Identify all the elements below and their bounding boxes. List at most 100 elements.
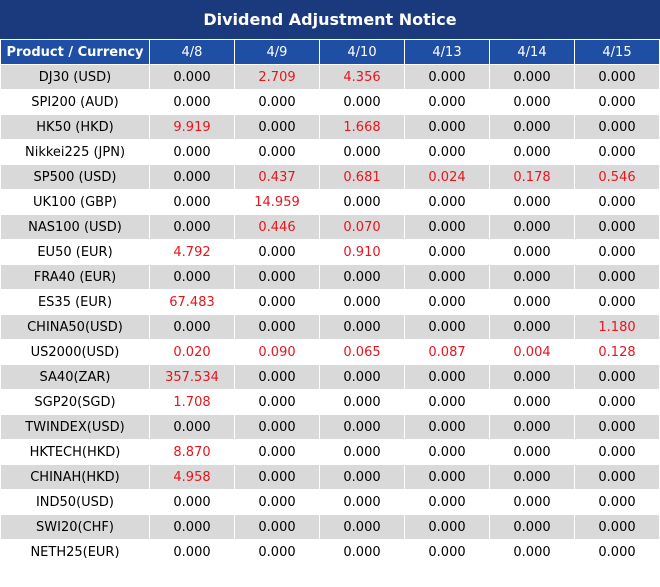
value-cell: 0.000: [404, 314, 490, 340]
title-bar: Dividend Adjustment Notice: [0, 0, 660, 39]
product-cell: CHINA50(USD): [0, 314, 150, 340]
value-cell: 0.000: [234, 364, 320, 390]
value-cell: 0.000: [574, 289, 660, 315]
product-cell: CHINAH(HKD): [0, 464, 150, 490]
value-cell: 0.000: [489, 489, 575, 515]
value-cell: 0.000: [404, 189, 490, 215]
value-cell: 0.000: [234, 464, 320, 490]
value-cell: 0.000: [489, 314, 575, 340]
value-cell: 0.000: [319, 539, 405, 565]
value-cell: 0.000: [319, 189, 405, 215]
value-cell: 0.000: [149, 139, 235, 165]
value-cell: 0.000: [574, 264, 660, 290]
table-row: DJ30 (USD) 0.000 2.709 4.356 0.000 0.000 0.000: [0, 64, 660, 90]
column-header: 4/14: [489, 39, 575, 65]
value-cell: 0.000: [319, 264, 405, 290]
value-cell: 0.000: [149, 189, 235, 215]
product-cell: NETH25(EUR): [0, 539, 150, 565]
table-row: US2000(USD) 0.020 0.090 0.065 0.087 0.004 0.12…: [0, 339, 660, 365]
value-cell: 0.000: [574, 464, 660, 490]
value-cell: 0.000: [489, 64, 575, 90]
value-cell: 9.919: [149, 114, 235, 140]
value-cell: 0.000: [574, 539, 660, 565]
title: Dividend Adjustment Notice: [203, 10, 457, 29]
column-header: 4/8: [149, 39, 235, 65]
value-cell: 0.000: [319, 289, 405, 315]
value-cell: 0.000: [319, 364, 405, 390]
value-cell: 4.958: [149, 464, 235, 490]
value-cell: 0.000: [149, 89, 235, 115]
value-cell: 0.020: [149, 339, 235, 365]
value-cell: 0.000: [404, 539, 490, 565]
value-cell: 0.000: [234, 314, 320, 340]
value-cell: 0.024: [404, 164, 490, 190]
value-cell: 0.000: [404, 239, 490, 265]
value-cell: 0.000: [319, 464, 405, 490]
value-cell: 0.000: [319, 314, 405, 340]
value-cell: 2.709: [234, 64, 320, 90]
value-cell: 357.534: [149, 364, 235, 390]
value-cell: 0.000: [234, 514, 320, 540]
value-cell: 0.065: [319, 339, 405, 365]
table-row: IND50(USD) 0.000 0.000 0.000 0.000 0.000 0.000: [0, 489, 660, 515]
value-cell: 0.000: [574, 189, 660, 215]
value-cell: 0.000: [149, 514, 235, 540]
value-cell: 0.178: [489, 164, 575, 190]
value-cell: 0.000: [404, 139, 490, 165]
product-cell: EU50 (EUR): [0, 239, 150, 265]
header-row: Product / Currency 4/8 4/9 4/10 4/13 4/14 4/15: [0, 39, 660, 65]
value-cell: 0.000: [149, 164, 235, 190]
product-cell: SA40(ZAR): [0, 364, 150, 390]
value-cell: 0.000: [404, 289, 490, 315]
value-cell: 0.000: [489, 364, 575, 390]
value-cell: 0.000: [574, 64, 660, 90]
table-row: HKTECH(HKD) 8.870 0.000 0.000 0.000 0.000 0.00…: [0, 439, 660, 465]
value-cell: 0.000: [234, 239, 320, 265]
product-cell: SPI200 (AUD): [0, 89, 150, 115]
value-cell: 0.000: [404, 114, 490, 140]
value-cell: 0.087: [404, 339, 490, 365]
value-cell: 0.000: [149, 414, 235, 440]
value-cell: 0.546: [574, 164, 660, 190]
product-cell: HKTECH(HKD): [0, 439, 150, 465]
value-cell: 14.959: [234, 189, 320, 215]
product-cell: NAS100 (USD): [0, 214, 150, 240]
value-cell: 0.128: [574, 339, 660, 365]
product-cell: DJ30 (USD): [0, 64, 150, 90]
table-row: TWINDEX(USD) 0.000 0.000 0.000 0.000 0.000 0.0…: [0, 414, 660, 440]
value-cell: 0.000: [489, 114, 575, 140]
value-cell: 0.000: [489, 414, 575, 440]
table-row: NETH25(EUR) 0.000 0.000 0.000 0.000 0.000 0.00…: [0, 539, 660, 565]
value-cell: 0.000: [574, 139, 660, 165]
value-cell: 4.356: [319, 64, 405, 90]
value-cell: 0.000: [404, 389, 490, 415]
value-cell: 0.070: [319, 214, 405, 240]
table-row: FRA40 (EUR) 0.000 0.000 0.000 0.000 0.000 0.00…: [0, 264, 660, 290]
value-cell: 0.437: [234, 164, 320, 190]
column-header: 4/10: [319, 39, 405, 65]
value-cell: 0.000: [234, 89, 320, 115]
value-cell: 0.000: [574, 489, 660, 515]
table-row: ES35 (EUR) 67.483 0.000 0.000 0.000 0.000 0.00…: [0, 289, 660, 315]
value-cell: 0.000: [319, 139, 405, 165]
product-cell: SP500 (USD): [0, 164, 150, 190]
value-cell: 1.708: [149, 389, 235, 415]
value-cell: 0.000: [319, 439, 405, 465]
table-row: CHINAH(HKD) 4.958 0.000 0.000 0.000 0.000 0.00…: [0, 464, 660, 490]
product-cell: TWINDEX(USD): [0, 414, 150, 440]
value-cell: 0.000: [234, 489, 320, 515]
value-cell: 0.000: [404, 264, 490, 290]
value-cell: 0.000: [319, 414, 405, 440]
value-cell: 0.000: [489, 264, 575, 290]
value-cell: 0.000: [149, 539, 235, 565]
product-cell: SGP20(SGD): [0, 389, 150, 415]
product-cell: US2000(USD): [0, 339, 150, 365]
value-cell: 0.000: [574, 364, 660, 390]
product-cell: UK100 (GBP): [0, 189, 150, 215]
value-cell: 0.000: [489, 539, 575, 565]
value-cell: 0.000: [489, 389, 575, 415]
product-cell: HK50 (HKD): [0, 114, 150, 140]
value-cell: 0.000: [489, 439, 575, 465]
product-cell: ES35 (EUR): [0, 289, 150, 315]
value-cell: 0.000: [574, 414, 660, 440]
